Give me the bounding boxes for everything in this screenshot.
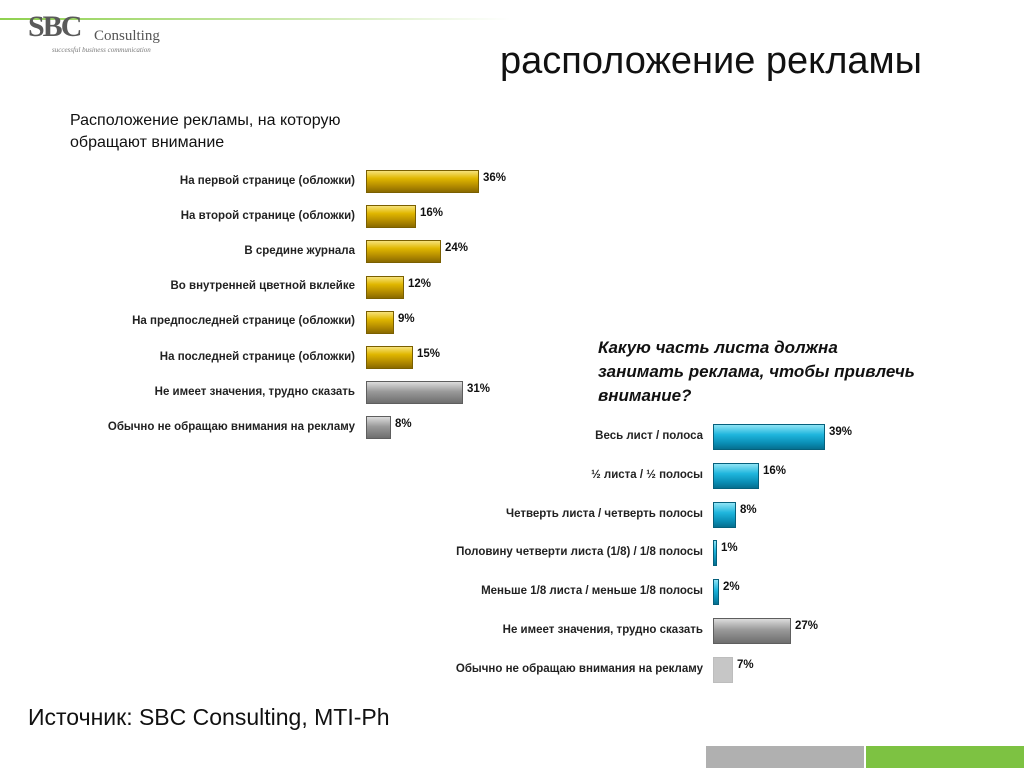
category-label: Обычно не обращаю внимания на рекламу [107, 420, 355, 433]
category-label: Весь лист / полоса [595, 430, 703, 442]
chart-title-line: внимание? [598, 386, 692, 405]
bar [713, 462, 759, 489]
data-label: 2% [723, 581, 740, 594]
data-label: 36% [483, 172, 507, 184]
data-label: 8% [740, 503, 757, 516]
footer-bar-grey [706, 746, 864, 768]
logo-tagline: successful business communication [52, 46, 151, 54]
data-label: 7% [737, 658, 754, 671]
category-label: Обычно не обращаю внимания на рекламу [455, 662, 703, 675]
category-label: На последней странице (обложки) [159, 350, 355, 363]
category-label: На первой странице (обложки) [179, 174, 355, 187]
category-label: В средине журнала [244, 244, 355, 257]
bar [713, 424, 825, 450]
chart-title-line: обращают внимание [70, 134, 225, 151]
data-label: 39% [829, 426, 853, 438]
data-label: 9% [398, 312, 415, 325]
data-label: 8% [395, 418, 412, 431]
chart-title-line: занимать реклама, чтобы привлечь [598, 362, 915, 381]
chart-title: Расположение рекламы, на которую обращают… [70, 110, 340, 154]
data-label: 12% [408, 277, 432, 290]
chart-title: Какую часть листа должна занимать реклама… [598, 336, 915, 408]
bar [366, 205, 416, 229]
bar [366, 170, 479, 193]
bar [713, 540, 717, 567]
bar [713, 579, 719, 606]
data-label: 24% [445, 242, 469, 255]
category-label: На предпоследней странице (обложки) [132, 315, 355, 328]
logo: SBC Consulting successful business commu… [28, 8, 208, 58]
bar [366, 416, 391, 440]
data-label: 16% [763, 464, 787, 477]
bar [713, 656, 733, 683]
footer-bar-green [866, 746, 1024, 768]
bar [366, 275, 404, 299]
data-label: 27% [795, 620, 819, 632]
bar [366, 240, 441, 264]
bar [713, 618, 791, 644]
category-label: Не имеет значения, трудно сказать [154, 385, 355, 398]
category-label: Половину четверти листа (1/8) / 1/8 поло… [456, 546, 703, 559]
category-label: ½ листа / ½ полосы [591, 468, 703, 481]
data-label: 31% [467, 383, 491, 396]
category-label: Меньше 1/8 листа / меньше 1/8 полосы [481, 585, 703, 598]
page-title: расположение рекламы [500, 40, 922, 82]
category-label: Четверть листа / четверть полосы [506, 507, 703, 520]
bar [366, 381, 463, 405]
category-label: На второй странице (обложки) [180, 209, 355, 222]
category-label: Не имеет значения, трудно сказать [502, 624, 703, 636]
data-label: 16% [420, 207, 444, 220]
data-label: 1% [721, 542, 738, 555]
logo-mark: SBC [28, 10, 82, 43]
bar [366, 346, 413, 369]
category-label: Во внутренней цветной вклейке [170, 280, 355, 293]
chart-title-line: Расположение рекламы, на которую [70, 112, 341, 129]
bar [713, 501, 736, 528]
chart-title-line: Какую часть листа должна [598, 338, 838, 357]
data-label: 15% [417, 348, 441, 360]
source-note: Источник: SBC Consulting, MTI-Ph [28, 704, 390, 730]
logo-name: Consulting [94, 28, 160, 44]
header-line [0, 18, 510, 20]
bar [366, 310, 394, 334]
